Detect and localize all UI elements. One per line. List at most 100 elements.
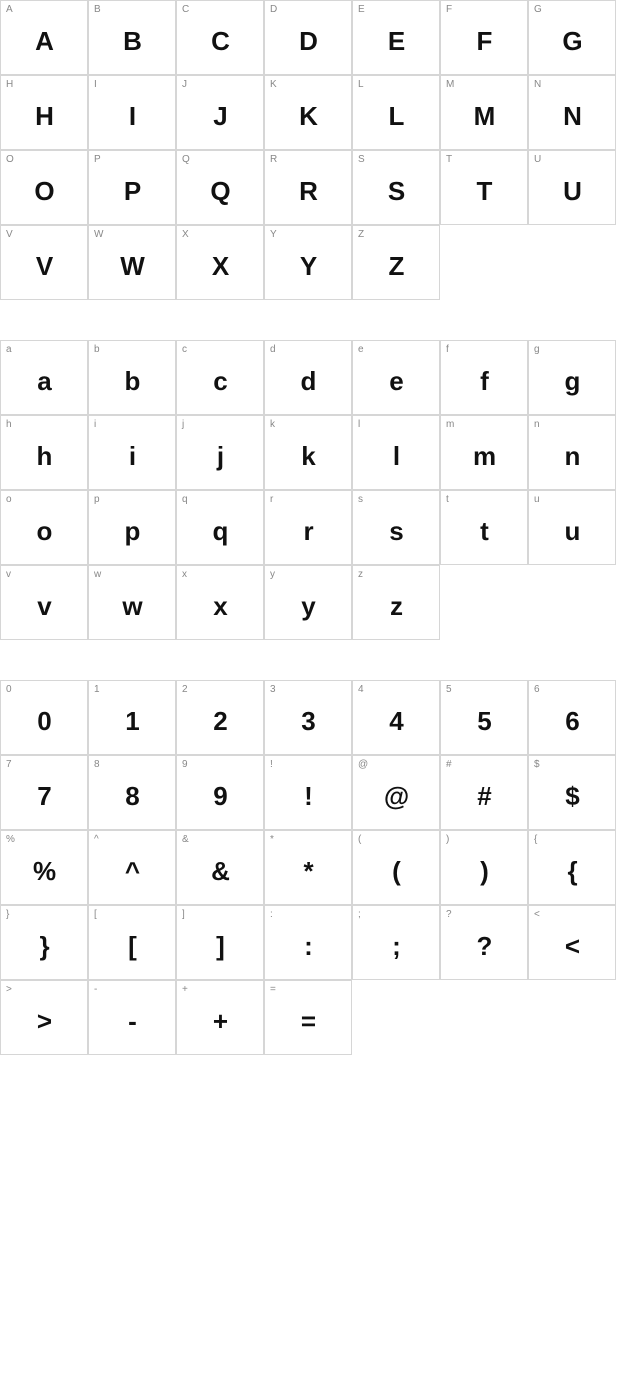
cell-label: J — [182, 79, 187, 90]
glyph: Y — [271, 238, 345, 295]
cell-label: K — [270, 79, 277, 90]
glyph-cell: RR — [264, 150, 352, 225]
glyph-cell: YY — [264, 225, 352, 300]
glyph-cell: nn — [528, 415, 616, 490]
glyph-cell: %% — [0, 830, 88, 905]
cell-label: 1 — [94, 684, 100, 695]
glyph: i — [95, 428, 169, 485]
glyph: q — [183, 503, 257, 560]
glyph: f — [447, 353, 521, 410]
glyph-cell: 33 — [264, 680, 352, 755]
glyph: Q — [183, 163, 257, 220]
glyph: o — [7, 503, 81, 560]
glyph-cell: ll — [352, 415, 440, 490]
glyph: > — [7, 993, 81, 1050]
glyph-cell: << — [528, 905, 616, 980]
glyph-cell: !! — [264, 755, 352, 830]
cell-label: t — [446, 494, 449, 505]
cell-label: g — [534, 344, 540, 355]
cell-label: ? — [446, 909, 452, 920]
glyph: U — [535, 163, 609, 220]
cell-label: T — [446, 154, 452, 165]
glyph: F — [447, 13, 521, 70]
glyph-cell: >> — [0, 980, 88, 1055]
glyph-cell: KK — [264, 75, 352, 150]
cell-label: e — [358, 344, 364, 355]
glyph-cell: II — [88, 75, 176, 150]
glyph-cell: )) — [440, 830, 528, 905]
glyph-cell: ++ — [176, 980, 264, 1055]
glyph-cell: HH — [0, 75, 88, 150]
glyph-cell: 88 — [88, 755, 176, 830]
glyph: % — [7, 843, 81, 900]
glyph-grid: aabbccddeeffgghhiijjkkllmmnnooppqqrrsstt… — [0, 340, 616, 640]
cell-label: q — [182, 494, 188, 505]
cell-label: B — [94, 4, 101, 15]
glyph: g — [535, 353, 609, 410]
section-symbols: 00112233445566778899!!@@##$$%%^^&&**(())… — [0, 680, 640, 1055]
glyph: 7 — [7, 768, 81, 825]
glyph-cell: ff — [440, 340, 528, 415]
glyph: j — [183, 428, 257, 485]
cell-label: a — [6, 344, 12, 355]
cell-label: b — [94, 344, 100, 355]
glyph: M — [447, 88, 521, 145]
cell-label: } — [6, 909, 9, 920]
glyph-cell: GG — [528, 0, 616, 75]
glyph-grid: 00112233445566778899!!@@##$$%%^^&&**(())… — [0, 680, 616, 1055]
glyph-cell: pp — [88, 490, 176, 565]
cell-label: L — [358, 79, 364, 90]
cell-label: W — [94, 229, 103, 240]
glyph-cell: }} — [0, 905, 88, 980]
glyph-cell: SS — [352, 150, 440, 225]
glyph-cell: BB — [88, 0, 176, 75]
cell-label: d — [270, 344, 276, 355]
glyph-cell: 99 — [176, 755, 264, 830]
glyph-cell: ** — [264, 830, 352, 905]
glyph: # — [447, 768, 521, 825]
glyph: ) — [447, 843, 521, 900]
glyph: ] — [183, 918, 257, 975]
glyph: 4 — [359, 693, 433, 750]
glyph-cell: LL — [352, 75, 440, 150]
cell-label: 9 — [182, 759, 188, 770]
glyph-cell: $$ — [528, 755, 616, 830]
glyph-cell: jj — [176, 415, 264, 490]
glyph-cell: FF — [440, 0, 528, 75]
glyph: K — [271, 88, 345, 145]
glyph: G — [535, 13, 609, 70]
glyph-cell: QQ — [176, 150, 264, 225]
cell-label: G — [534, 4, 542, 15]
glyph: L — [359, 88, 433, 145]
cell-label: s — [358, 494, 363, 505]
glyph-cell: ## — [440, 755, 528, 830]
glyph-cell: :: — [264, 905, 352, 980]
cell-label: o — [6, 494, 12, 505]
glyph: d — [271, 353, 345, 410]
glyph-cell: ]] — [176, 905, 264, 980]
cell-label: Q — [182, 154, 190, 165]
glyph: $ — [535, 768, 609, 825]
glyph-cell: bb — [88, 340, 176, 415]
cell-label: ] — [182, 909, 185, 920]
character-map: AABBCCDDEEFFGGHHIIJJKKLLMMNNOOPPQQRRSSTT… — [0, 0, 640, 1055]
glyph: h — [7, 428, 81, 485]
glyph: = — [271, 993, 345, 1050]
cell-label: M — [446, 79, 454, 90]
glyph: R — [271, 163, 345, 220]
cell-label: N — [534, 79, 541, 90]
glyph: E — [359, 13, 433, 70]
glyph: a — [7, 353, 81, 410]
glyph-cell: tt — [440, 490, 528, 565]
glyph-cell: yy — [264, 565, 352, 640]
cell-label: n — [534, 419, 540, 430]
cell-label: h — [6, 419, 12, 430]
glyph: - — [95, 993, 169, 1050]
cell-label: % — [6, 834, 15, 845]
cell-label: Z — [358, 229, 364, 240]
cell-label: w — [94, 569, 101, 580]
cell-label: # — [446, 759, 452, 770]
glyph-cell: -- — [88, 980, 176, 1055]
glyph: P — [95, 163, 169, 220]
glyph-cell: xx — [176, 565, 264, 640]
